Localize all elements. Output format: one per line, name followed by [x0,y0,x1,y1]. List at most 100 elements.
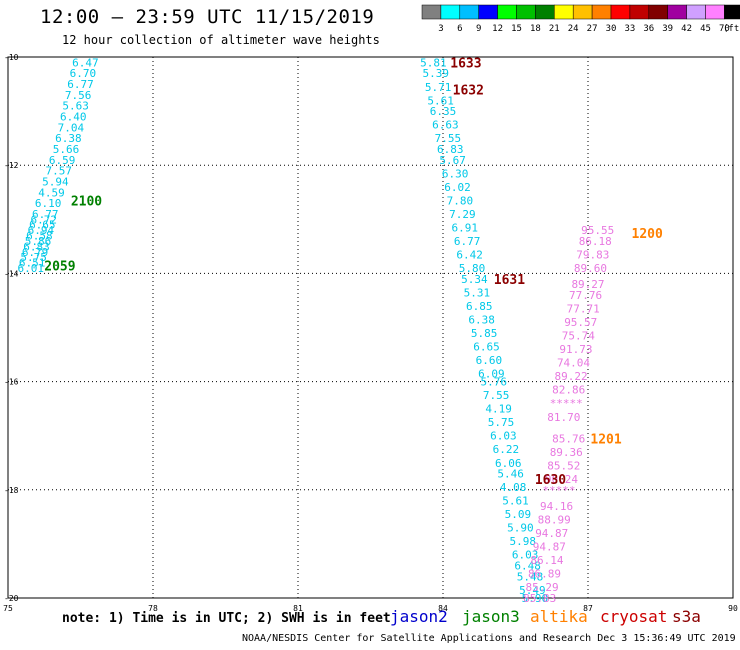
wave-height-point: 5.48 [517,570,544,583]
chart-title: 12:00 – 23:59 UTC 11/15/2019 [40,6,375,28]
wave-height-point: 7.29 [449,208,476,221]
wave-height-point: 81.70 [547,411,580,424]
wave-height-point: 6.79 [22,246,49,259]
wave-height-point: 7.80 [447,194,474,207]
wave-height-point: 6.22 [493,443,520,456]
colorbar-swatch [535,4,555,20]
wave-height-point: 5.80 [459,262,486,275]
wave-height-point: 86.89 [528,568,561,581]
wave-height-point: 6.09 [478,367,505,380]
time-labels: 2100 2059 1633 1632 1631 1630 1200 1201 [44,56,663,488]
colorbar-label: 70 [719,24,730,34]
wave-height-point: 5.09 [505,508,532,521]
colorbar-label: 36 [643,24,654,34]
wave-height-point: 5.86 [25,235,52,248]
wave-height-point: 85.83 [523,592,556,605]
colorbar-swatch [572,4,593,20]
wave-height-point: 5.90 [522,592,549,605]
wave-height-point: 5.94 [42,175,69,188]
wave-height-point: 4.08 [500,481,527,494]
wave-height-point: 7.55 [483,389,510,402]
wave-height-point: 6.72 [31,213,58,226]
y-tick-label: -18 [4,486,19,495]
y-tick-label: -14 [4,269,19,278]
wave-height-points: 6.476.706.777.565.636.407.046.385.666.59… [17,56,614,605]
wave-height-point: 86.14 [530,554,563,567]
wave-height-point: 6.70 [70,67,97,80]
wave-height-point: 6.06 [495,457,522,470]
wave-height-point: 5.98 [510,535,537,548]
wave-height-point: 5.75 [20,251,47,264]
colorbar-label: 9 [476,24,481,34]
wave-height-point: 6.30 [442,167,469,180]
wave-height-point: 6.03 [490,430,517,443]
x-tick-label: 75 [3,604,13,613]
colorbar-swatch [421,4,442,20]
y-tick-label: -20 [4,594,19,603]
wave-height-point: 7.57 [46,165,73,178]
wave-height-point: 5.34 [461,273,488,286]
legend-s3a: s3a [672,607,701,626]
wave-height-point: 89.22 [555,370,588,383]
colorbar-swatch [629,4,650,20]
wave-height-point: 6.94 [28,224,55,237]
colorbar-swatch [478,4,498,20]
colorbar-label: 21 [549,24,560,34]
x-tick-label: 90 [728,604,738,613]
wave-height-point: 4.19 [485,403,512,416]
wave-height-point: 6.85 [466,300,493,313]
y-tick-label: -10 [4,53,19,62]
colorbar-label: 6 [457,24,462,34]
wave-height-point: 95.57 [564,316,597,329]
wave-height-point: 85.52 [547,459,580,472]
wave-height-point: 7.04 [58,121,85,134]
footer-note: note: 1) Time is in UTC; 2) SWH is in fe… [62,611,391,626]
colorbar-label: 27 [587,24,598,34]
colorbar-swatch [516,4,536,20]
wave-height-point: 5.61 [502,495,529,508]
wave-height-point: 6.83 [437,143,464,156]
wave-height-point: 90.24 [545,473,578,486]
wave-height-point: ***** [550,397,583,410]
wave-height-point: 6.63 [432,119,459,132]
wave-height-point: 85.76 [552,432,585,445]
wave-height-point: 86.18 [579,235,612,248]
wave-height-point: 6.47 [72,56,99,69]
wave-height-point: 82.86 [552,384,585,397]
wave-height-point: 88.99 [538,514,571,527]
wave-height-point: 6.03 [512,549,539,562]
time-label: 1633 [450,56,481,71]
x-tick-label: 87 [583,604,593,613]
wave-height-point: 6.77 [32,208,59,221]
time-label: 1632 [453,83,484,98]
time-label: 2100 [71,194,102,209]
wave-height-point: 5.49 [519,584,546,597]
wave-height-point: 5.90 [507,522,534,535]
colorbar-label: (ft) [723,24,740,34]
legend-cryosat: cryosat [600,607,668,626]
wave-height-point: 6.38 [468,313,495,326]
wave-height-point: 6.38 [55,132,82,145]
wave-height-point: 6.35 [430,105,457,118]
time-label: 1201 [590,432,621,447]
footer-credit: NOAA/NESDIS Center for Satellite Applica… [242,633,736,644]
colorbar-swatch [667,4,687,20]
time-label: 2059 [44,259,75,274]
colorbar-label: 24 [568,24,579,34]
wave-height-point: 95.55 [581,224,614,237]
colorbar-label: 3 [438,24,443,34]
wave-height-point: 6.91 [452,221,479,234]
colorbar-swatch [459,4,479,20]
wave-height-point: 5.71 [425,81,452,94]
wave-height-point: 4.59 [38,186,65,199]
wave-height-point: 89.36 [550,446,583,459]
time-label: 1200 [632,227,663,242]
wave-height-point: 5.66 [53,143,80,156]
plot-frame [7,56,734,599]
chart-subtitle: 12 hour collection of altimeter wave hei… [62,33,380,47]
wave-height-point: 5.81 [420,56,447,69]
chart-grid [8,57,733,598]
colorbar-label: 18 [530,24,541,34]
